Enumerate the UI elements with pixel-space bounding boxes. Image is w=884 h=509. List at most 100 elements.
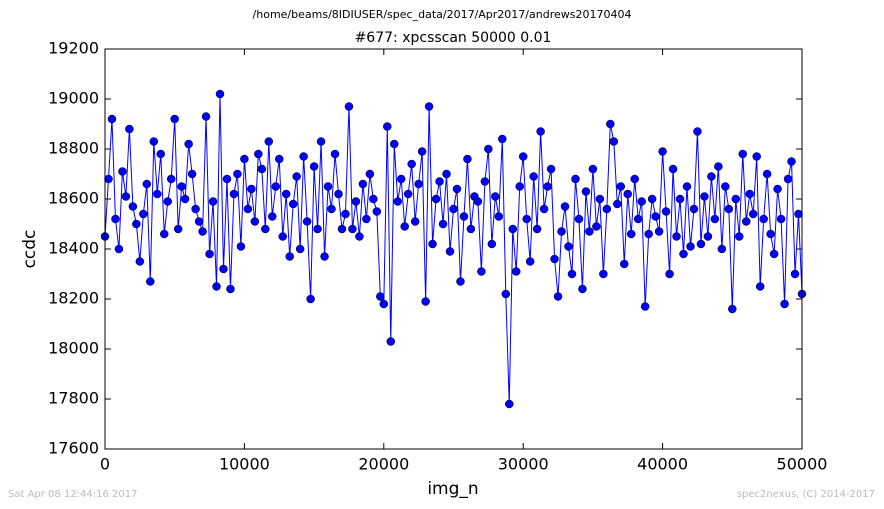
data-point: [567, 269, 577, 279]
data-point: [602, 204, 612, 214]
data-point: [731, 194, 741, 204]
x-tick-label: 20000: [358, 455, 409, 474]
data-point: [153, 189, 162, 199]
data-point: [724, 204, 734, 214]
data-point: [442, 169, 451, 179]
data-point: [571, 174, 580, 184]
data-point: [525, 257, 535, 266]
data-point: [484, 144, 493, 154]
data-point: [613, 199, 622, 209]
data-point: [146, 277, 155, 286]
data-point: [473, 197, 483, 206]
data-point: [606, 119, 615, 129]
data-point: [177, 182, 186, 191]
data-point: [417, 147, 427, 156]
data-point: [107, 114, 117, 124]
data-point: [201, 112, 211, 121]
data-point: [166, 174, 176, 184]
data-point: [132, 219, 141, 229]
data-point: [379, 299, 389, 309]
data-point: [560, 202, 570, 211]
data-point: [539, 204, 549, 214]
data-point: [428, 239, 437, 249]
data-point: [721, 182, 730, 191]
data-point: [644, 229, 653, 239]
data-point: [546, 164, 556, 174]
data-point: [592, 222, 601, 231]
data-point: [222, 174, 232, 184]
data-point: [421, 297, 430, 306]
data-point: [752, 152, 761, 161]
data-point: [170, 114, 179, 124]
data-point: [759, 214, 768, 224]
data-point: [383, 122, 392, 131]
data-point: [369, 194, 378, 204]
x-tick-label: 30000: [498, 455, 549, 474]
data-point: [264, 137, 274, 146]
data-point: [135, 257, 145, 266]
data-point: [208, 197, 218, 206]
data-point: [769, 249, 779, 259]
data-point: [184, 139, 193, 149]
data-point: [637, 197, 646, 206]
data-point: [194, 217, 204, 226]
data-point: [682, 182, 692, 191]
data-point: [271, 182, 281, 191]
data-point: [564, 242, 573, 251]
x-tick-label: 40000: [637, 455, 688, 474]
data-point: [494, 212, 504, 221]
data-point: [212, 282, 221, 291]
data-point: [219, 264, 228, 274]
data-point: [463, 154, 472, 164]
data-point: [149, 137, 159, 146]
data-point: [344, 102, 354, 111]
data-point: [505, 399, 514, 409]
data-point: [247, 184, 256, 194]
data-point: [574, 214, 584, 224]
data-point: [424, 102, 434, 111]
data-point: [198, 227, 207, 236]
data-point: [104, 174, 113, 184]
data-point: [250, 217, 260, 226]
data-point: [522, 214, 531, 224]
y-tick-label: 18200: [48, 289, 99, 308]
plot-frame: [104, 48, 803, 450]
data-point: [529, 172, 538, 181]
data-point: [459, 212, 469, 221]
data-point: [581, 187, 591, 196]
data-point: [410, 217, 420, 226]
data-point: [114, 244, 124, 254]
data-point: [480, 177, 490, 186]
data-point: [633, 214, 643, 224]
y-tick-label: 17600: [48, 439, 99, 458]
data-point: [647, 194, 657, 204]
data-point: [741, 217, 751, 226]
data-point: [403, 189, 413, 199]
data-point: [640, 302, 650, 311]
data-point: [229, 189, 239, 199]
data-point: [337, 224, 347, 234]
data-point: [717, 244, 727, 254]
data-point: [323, 182, 333, 191]
data-point: [159, 229, 169, 239]
data-point: [487, 239, 497, 249]
data-point: [477, 267, 486, 276]
data-point: [501, 289, 511, 299]
data-point: [710, 214, 720, 224]
y-tick-label: 18400: [48, 239, 99, 258]
data-point: [365, 169, 375, 179]
data-point: [787, 157, 796, 166]
data-point: [491, 192, 500, 201]
data-point: [111, 214, 120, 224]
data-point: [654, 227, 664, 236]
x-tick-label: 0: [100, 455, 110, 474]
data-point: [766, 229, 775, 239]
data-point: [431, 194, 441, 204]
data-point: [233, 169, 242, 179]
data-point: [780, 299, 789, 309]
data-point: [728, 304, 737, 314]
data-point: [139, 209, 148, 219]
data-point: [585, 227, 594, 236]
y-tick-label: 19200: [48, 39, 99, 58]
data-point: [278, 232, 287, 241]
